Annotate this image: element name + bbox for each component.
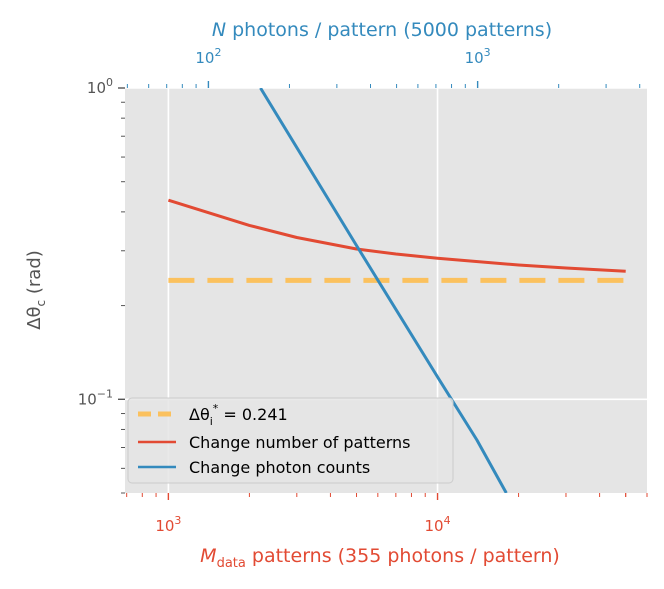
y-tick-label: 10−1 bbox=[78, 387, 113, 408]
x-axis-label: Mdata patterns (355 photons / pattern) bbox=[200, 545, 560, 571]
series-change-number-of-patterns bbox=[167, 198, 626, 273]
top-tick-label: 103 bbox=[465, 46, 491, 67]
legend-box bbox=[127, 397, 454, 484]
legend-label-dashed: Δθi* = 0.241 bbox=[189, 402, 288, 428]
y-tick-label: 100 bbox=[87, 76, 113, 97]
series-lines bbox=[167, 88, 626, 493]
top-axis-label: N photons / pattern (5000 patterns) bbox=[212, 19, 552, 41]
series-change-photon-counts bbox=[259, 88, 508, 493]
y-axis-label: Δθc (rad) bbox=[24, 250, 48, 330]
x-tick-label: 103 bbox=[155, 514, 181, 535]
legend-label-blue: Change photon counts bbox=[189, 458, 370, 477]
top-tick-label: 102 bbox=[195, 46, 221, 67]
legend-label-red: Change number of patterns bbox=[189, 433, 411, 452]
legend: Δθi* = 0.241 Change number of patterns C… bbox=[127, 397, 454, 484]
axes: 103 104 102 103 100 10−1 bbox=[78, 46, 648, 535]
x-tick-label: 104 bbox=[424, 514, 450, 535]
